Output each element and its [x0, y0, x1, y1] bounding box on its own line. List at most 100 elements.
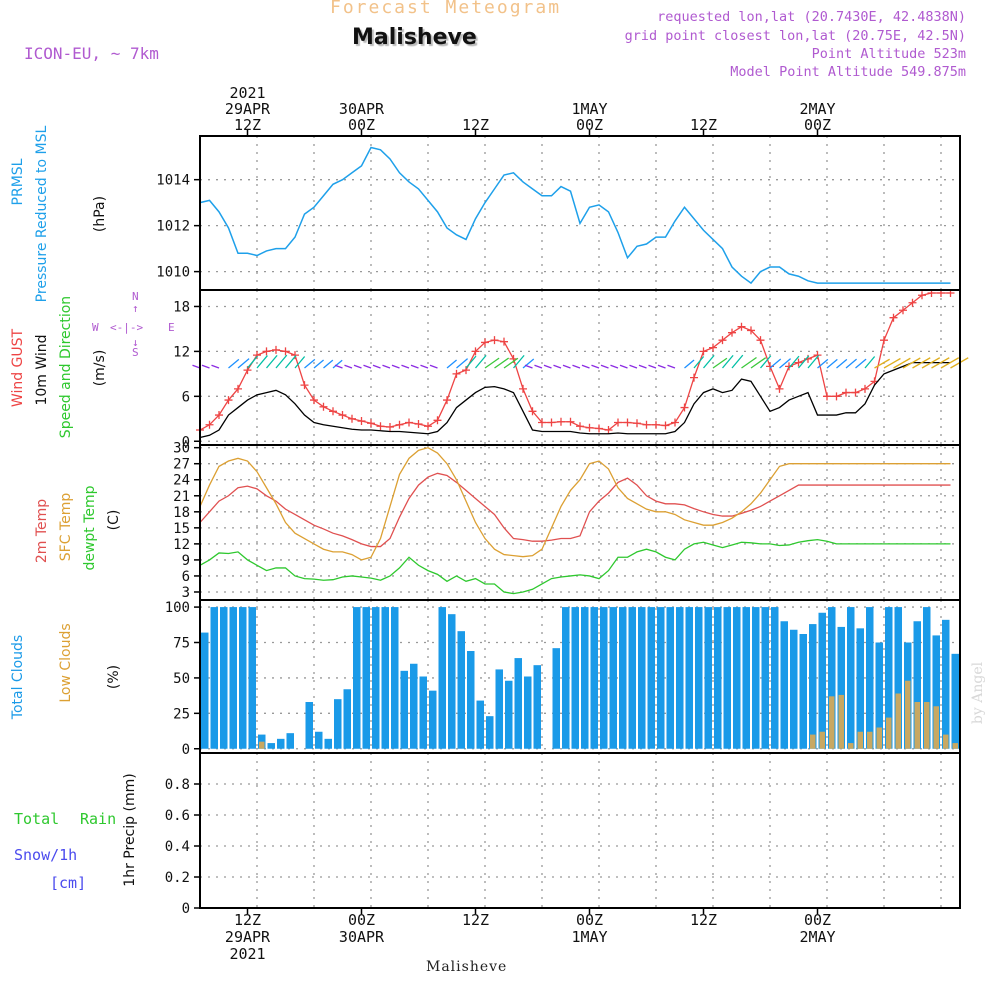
- compass-arrow-up: ↑: [132, 302, 139, 315]
- total-cloud-bar: [894, 607, 902, 749]
- panel-frame: [199, 752, 961, 909]
- wind-direction-arrow: [638, 364, 647, 369]
- closest-coords: grid point closest lon,lat (20.75E, 42.5…: [624, 28, 966, 44]
- total-cloud-bar: [942, 619, 950, 749]
- pressure-tick-label: 1014: [156, 173, 190, 189]
- temp-unit: (C): [106, 509, 122, 531]
- time-label-top: 1MAY: [571, 100, 607, 118]
- wind-direction-arrow: [494, 357, 510, 369]
- wind-direction-arrow: [798, 355, 810, 369]
- wind-direction-arrow: [228, 358, 240, 369]
- time-label-top: 12Z: [690, 116, 717, 134]
- total-cloud-bar: [220, 607, 228, 749]
- wind-direction-arrow: [572, 364, 581, 369]
- wind-direction-arrow: [456, 358, 469, 369]
- gust-marker: [395, 420, 404, 429]
- total-cloud-bar: [201, 632, 209, 749]
- time-label-top: 00Z: [576, 116, 603, 134]
- wind-direction-arrow: [275, 354, 288, 369]
- total-cloud-bar: [410, 663, 418, 749]
- time-label-bottom: 2021: [229, 945, 265, 963]
- gust-marker: [585, 423, 594, 432]
- clouds-tick-label: 25: [173, 706, 190, 722]
- gust-marker: [329, 407, 337, 416]
- total-cloud-bar: [657, 607, 665, 749]
- wind-direction-arrow: [353, 364, 362, 369]
- gust-marker: [566, 417, 575, 426]
- wind-direction-arrow: [902, 357, 921, 369]
- temp-tick-label: 18: [173, 505, 190, 521]
- time-label-bottom: 12Z: [234, 911, 261, 929]
- compass-w: W: [92, 321, 99, 334]
- wind-tick-label: 12: [173, 344, 190, 360]
- total-cloud-bar: [476, 700, 484, 749]
- footer-station: Malisheve: [426, 959, 508, 975]
- wind-direction-arrow: [657, 364, 666, 369]
- gust-marker: [443, 396, 451, 405]
- time-label-bottom: 29APR: [225, 928, 271, 946]
- precip-total-label: Total: [14, 810, 60, 828]
- wind-direction-arrow: [344, 364, 353, 369]
- gust-marker: [357, 417, 366, 426]
- compass-icon: N ↑ W <-|-> E ↓ S: [92, 290, 182, 360]
- gust-marker: [680, 403, 689, 412]
- wind-tick-label: 0: [182, 434, 190, 450]
- total-cloud-bar: [267, 743, 275, 749]
- pressure-unit: (hPa): [92, 195, 108, 233]
- wind-direction-arrow: [619, 364, 628, 369]
- gust-marker: [338, 411, 347, 420]
- total-cloud-bar: [391, 607, 399, 749]
- wind-direction-arrow: [382, 364, 391, 369]
- gust-marker: [604, 426, 613, 435]
- low-cloud-bar: [810, 734, 816, 749]
- low-cloud-bar: [867, 731, 873, 749]
- low-cloud-bar: [819, 731, 825, 749]
- total-cloud-bar: [467, 651, 475, 749]
- gust-marker: [348, 414, 356, 423]
- wind-direction-arrow: [553, 364, 562, 369]
- pressure-label-2: Pressure Reduced to MSL: [34, 125, 50, 303]
- low-cloud-bar: [933, 706, 939, 749]
- total-cloud-bar: [457, 631, 465, 749]
- gust-marker: [747, 326, 755, 335]
- gust-marker: [652, 420, 660, 429]
- wind-direction-arrow: [543, 364, 552, 369]
- temp-tick-label: 27: [173, 457, 190, 473]
- low-cloud-bar: [905, 680, 911, 749]
- temp-tick-label: 6: [182, 569, 190, 585]
- wind-direction-arrow: [760, 355, 772, 369]
- gust-marker: [528, 407, 537, 416]
- wind-direction-arrow: [940, 357, 960, 369]
- gust-marker: [737, 322, 746, 331]
- gust-marker: [319, 402, 328, 411]
- low-cloud-bar: [259, 741, 265, 749]
- total-cloud-bar: [676, 607, 684, 749]
- precip-rain-label: Rain: [80, 810, 117, 828]
- wind-direction-arrow: [513, 354, 525, 369]
- total-cloud-bar: [438, 607, 446, 749]
- gust-marker: [386, 423, 394, 432]
- wind-direction-arrow: [722, 354, 734, 369]
- gust-marker: [300, 381, 309, 390]
- gust-line: [199, 292, 951, 431]
- wind-direction-arrow: [874, 358, 890, 369]
- gust-marker: [794, 358, 803, 367]
- wind-direction-arrow: [703, 354, 715, 369]
- gust-marker: [281, 347, 290, 356]
- precip-tick-label: 0.4: [165, 839, 190, 855]
- wind-direction-arrow: [465, 355, 477, 369]
- low-cloud-bar: [857, 731, 863, 749]
- wind-direction-arrow: [237, 358, 250, 369]
- wind-direction-arrow: [855, 358, 867, 369]
- total-cloud-bar: [723, 607, 731, 749]
- total-clouds-label: Total Clouds: [10, 634, 26, 720]
- sfctemp-line: [199, 446, 951, 561]
- wind-direction-arrow: [266, 354, 278, 369]
- total-cloud-bar: [780, 621, 788, 749]
- gust-marker: [576, 422, 584, 431]
- wind-direction-arrow: [294, 356, 306, 369]
- dewpt-line: [199, 538, 951, 595]
- total-cloud-bar: [885, 607, 893, 749]
- wind-direction-arrow: [285, 355, 297, 369]
- gust-marker: [291, 351, 299, 360]
